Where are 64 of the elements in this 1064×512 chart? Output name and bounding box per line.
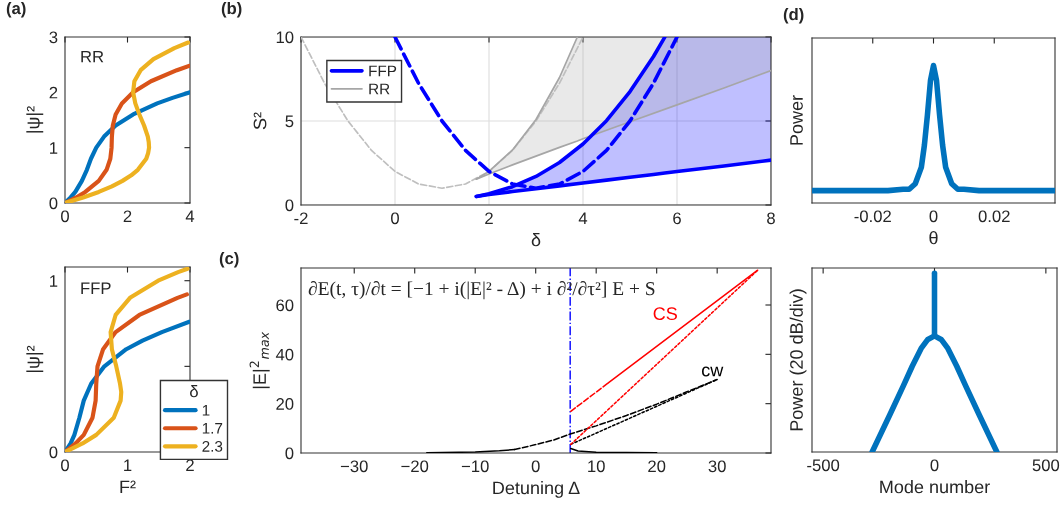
chart-title: (a)	[6, 2, 26, 18]
x-tick-label: -500	[807, 459, 840, 472]
annotation: FFP	[81, 282, 111, 294]
y-tick-label: 60	[276, 299, 294, 312]
legend-label: 1	[202, 405, 210, 416]
chart-title: (c)	[219, 252, 239, 268]
series-label: CS	[653, 307, 677, 321]
y-axis-title: |E|$^{2}$$_{max}$	[249, 331, 270, 389]
y-axis-title: Power (20 dB/div)	[789, 289, 807, 431]
x-tick-label: −30	[340, 460, 368, 473]
y-tick-label: 20	[276, 398, 294, 410]
y-axis-title: |ψ|²	[26, 345, 44, 373]
y-tick-label: 3	[49, 31, 58, 44]
y-tick-label: 0	[285, 199, 294, 212]
y-tick-label: 0	[285, 447, 294, 460]
x-tick-label: 1	[124, 459, 132, 472]
y-tick-label: 2	[49, 86, 58, 99]
x-axis-title: δ	[531, 233, 541, 247]
x-tick-label: 4	[185, 210, 195, 223]
x-tick-label: -2	[294, 212, 308, 225]
x-tick-label: 0	[391, 212, 399, 225]
x-axis-title: θ	[929, 231, 938, 245]
y-tick-label: 40	[275, 348, 294, 361]
x-axis-title: Mode number	[880, 480, 990, 494]
chart-title: (b)	[221, 2, 242, 18]
x-tick-label: −10	[461, 460, 489, 473]
x-tick-label: 8	[767, 212, 775, 225]
legend-label: 1.7	[202, 423, 223, 434]
y-tick-label: 1	[50, 142, 58, 154]
x-tick-label: 30	[708, 460, 726, 473]
x-tick-label: 2	[186, 459, 194, 472]
x-tick-label: 500	[1032, 459, 1060, 472]
x-tick-label: 10	[588, 460, 605, 473]
annotation: ∂E(t, τ)/∂t = [−1 + i(|E|² - Δ) + i ∂²/∂τ²] E + S	[308, 280, 655, 300]
y-tick-label: 5	[285, 115, 294, 128]
x-tick-label: 4	[578, 212, 588, 225]
chart-title: (d)	[783, 8, 804, 24]
series-label: cw	[701, 366, 724, 377]
legend-title: δ	[190, 385, 198, 398]
x-tick-label: 0	[930, 459, 939, 472]
x-tick-label: 2	[485, 212, 493, 225]
legend-label: 2.3	[202, 440, 223, 452]
annotation: RR	[81, 50, 104, 63]
x-axis-title: Detuning Δ	[493, 481, 580, 498]
legend-label: FFP	[369, 65, 397, 77]
x-tick-label: 0	[61, 210, 69, 223]
y-tick-label: 0	[49, 197, 58, 210]
x-tick-label: 0	[531, 460, 540, 473]
y-tick-label: 10	[276, 31, 294, 44]
x-tick-label: −20	[401, 460, 429, 473]
y-tick-label: 0	[49, 446, 58, 459]
legend-label: RR	[369, 83, 390, 95]
y-axis-title: |ψ|²	[26, 106, 44, 133]
y-tick-label: 1	[50, 275, 58, 287]
x-tick-label: 2	[123, 210, 132, 223]
x-tick-label: 0.02	[978, 210, 1010, 223]
y-axis-title: S²	[253, 112, 267, 130]
x-tick-label: 0	[61, 459, 69, 472]
x-tick-label: 6	[673, 212, 681, 225]
x-tick-label: 0	[929, 210, 938, 223]
x-tick-label: -0.02	[854, 210, 891, 223]
x-axis-title: F²	[120, 480, 136, 494]
y-axis-title: Power	[790, 95, 803, 145]
x-tick-label: 20	[648, 460, 666, 473]
